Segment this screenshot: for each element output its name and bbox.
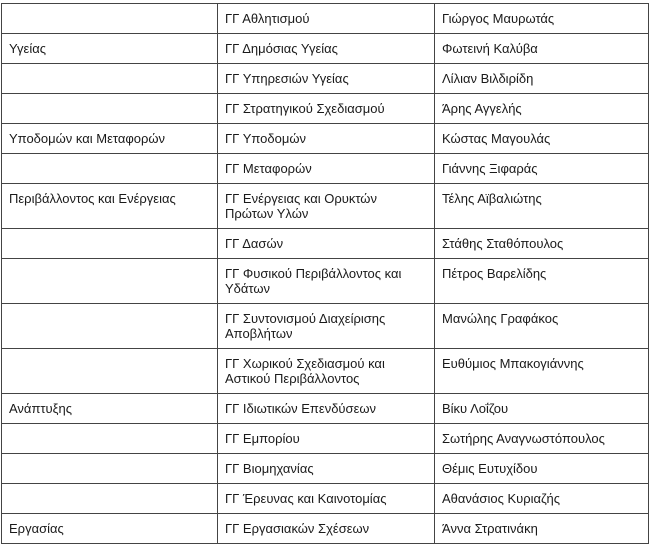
cell-person: Θέμις Ευτυχίδου [434, 453, 649, 484]
cell-directorate: ΓΓ Στρατηγικού Σχεδιασμού [217, 93, 435, 124]
table-row: ΓΓ Μεταφορών Γιάννης Ξιφαράς [1, 153, 649, 184]
cell-directorate: ΓΓ Δασών [217, 228, 435, 259]
cell-directorate: ΓΓ Μεταφορών [217, 153, 435, 184]
cell-ministry [1, 153, 218, 184]
table-row: Περιβάλλοντος και Ενέργειας ΓΓ Ενέργειας … [1, 183, 649, 229]
table-row: ΓΓ Φυσικού Περιβάλλοντος και Υδάτων Πέτρο… [1, 258, 649, 304]
cell-person: Γιάννης Ξιφαράς [434, 153, 649, 184]
table-row: ΓΓ Συντονισμού Διαχείρισης Αποβλήτων Μανώ… [1, 303, 649, 349]
cell-person: Άρης Αγγελής [434, 93, 649, 124]
cell-directorate: ΓΓ Εργασιακών Σχέσεων [217, 513, 435, 544]
cell-ministry [1, 228, 218, 259]
cell-ministry: Ανάπτυξης [1, 393, 218, 424]
cell-directorate: ΓΓ Αθλητισμού [217, 3, 435, 34]
cell-ministry: Υποδομών και Μεταφορών [1, 123, 218, 154]
cell-person: Σωτήρης Αναγνωστόπουλος [434, 423, 649, 454]
cell-person: Φωτεινή Καλύβα [434, 33, 649, 64]
cell-ministry [1, 63, 218, 94]
cell-person: Βίκυ Λοΐζου [434, 393, 649, 424]
table-row: ΓΓ Εμπορίου Σωτήρης Αναγνωστόπουλος [1, 423, 649, 454]
table-row: ΓΓ Χωρικού Σχεδιασμού και Αστικού Περιβά… [1, 348, 649, 394]
cell-person: Πέτρος Βαρελίδης [434, 258, 649, 304]
table-row: Ανάπτυξης ΓΓ Ιδιωτικών Επενδύσεων Βίκυ Λοΐ… [1, 393, 649, 424]
cell-directorate: ΓΓ Φυσικού Περιβάλλοντος και Υδάτων [217, 258, 435, 304]
cell-directorate: ΓΓ Έρευνας και Καινοτομίας [217, 483, 435, 514]
cell-person: Αθανάσιος Κυριαζής [434, 483, 649, 514]
cell-directorate: ΓΓ Υπηρεσιών Υγείας [217, 63, 435, 94]
cell-directorate: ΓΓ Εμπορίου [217, 423, 435, 454]
cell-directorate: ΓΓ Δημόσιας Υγείας [217, 33, 435, 64]
cell-person: Γιώργος Μαυρωτάς [434, 3, 649, 34]
cell-ministry [1, 303, 218, 349]
table-row: ΓΓ Αθλητισμού Γιώργος Μαυρωτάς [1, 3, 649, 34]
table-row: ΓΓ Βιομηχανίας Θέμις Ευτυχίδου [1, 453, 649, 484]
cell-ministry [1, 348, 218, 394]
cell-directorate: ΓΓ Χωρικού Σχεδιασμού και Αστικού Περιβά… [217, 348, 435, 394]
cell-ministry: Περιβάλλοντος και Ενέργειας [1, 183, 218, 229]
cell-person: Άννα Στρατινάκη [434, 513, 649, 544]
table-row: ΓΓ Στρατηγικού Σχεδιασμού Άρης Αγγελής [1, 93, 649, 124]
cell-directorate: ΓΓ Βιομηχανίας [217, 453, 435, 484]
table-row: ΓΓ Υπηρεσιών Υγείας Λίλιαν Βιλδιρίδη [1, 63, 649, 94]
cell-person: Κώστας Μαγουλάς [434, 123, 649, 154]
cell-person: Μανώλης Γραφάκος [434, 303, 649, 349]
cell-directorate: ΓΓ Ιδιωτικών Επενδύσεων [217, 393, 435, 424]
cell-ministry [1, 453, 218, 484]
table-row: Υγείας ΓΓ Δημόσιας Υγείας Φωτεινή Καλύβα [1, 33, 649, 64]
table-row: Υποδομών και Μεταφορών ΓΓ Υποδομών Κώστας … [1, 123, 649, 154]
cell-ministry [1, 423, 218, 454]
cell-person: Λίλιαν Βιλδιρίδη [434, 63, 649, 94]
table-row: ΓΓ Δασών Στάθης Σταθόπουλος [1, 228, 649, 259]
cell-ministry: Υγείας [1, 33, 218, 64]
table-row: ΓΓ Έρευνας και Καινοτομίας Αθανάσιος Κυρι… [1, 483, 649, 514]
table-row: Εργασίας ΓΓ Εργασιακών Σχέσεων Άννα Στρατι… [1, 513, 649, 544]
cell-person: Ευθύμιος Μπακογιάννης [434, 348, 649, 394]
cell-directorate: ΓΓ Υποδομών [217, 123, 435, 154]
table-body: ΓΓ Αθλητισμού Γιώργος Μαυρωτάς Υγείας ΓΓ Δη… [1, 3, 649, 544]
cell-directorate: ΓΓ Συντονισμού Διαχείρισης Αποβλήτων [217, 303, 435, 349]
cell-ministry [1, 93, 218, 124]
cell-directorate: ΓΓ Ενέργειας και Ορυκτών Πρώτων Υλών [217, 183, 435, 229]
cell-ministry [1, 3, 218, 34]
secretaries-general-table: ΓΓ Αθλητισμού Γιώργος Μαυρωτάς Υγείας ΓΓ Δη… [1, 3, 649, 544]
cell-ministry: Εργασίας [1, 513, 218, 544]
cell-person: Τέλης Αϊβαλιώτης [434, 183, 649, 229]
cell-person: Στάθης Σταθόπουλος [434, 228, 649, 259]
cell-ministry [1, 258, 218, 304]
cell-ministry [1, 483, 218, 514]
